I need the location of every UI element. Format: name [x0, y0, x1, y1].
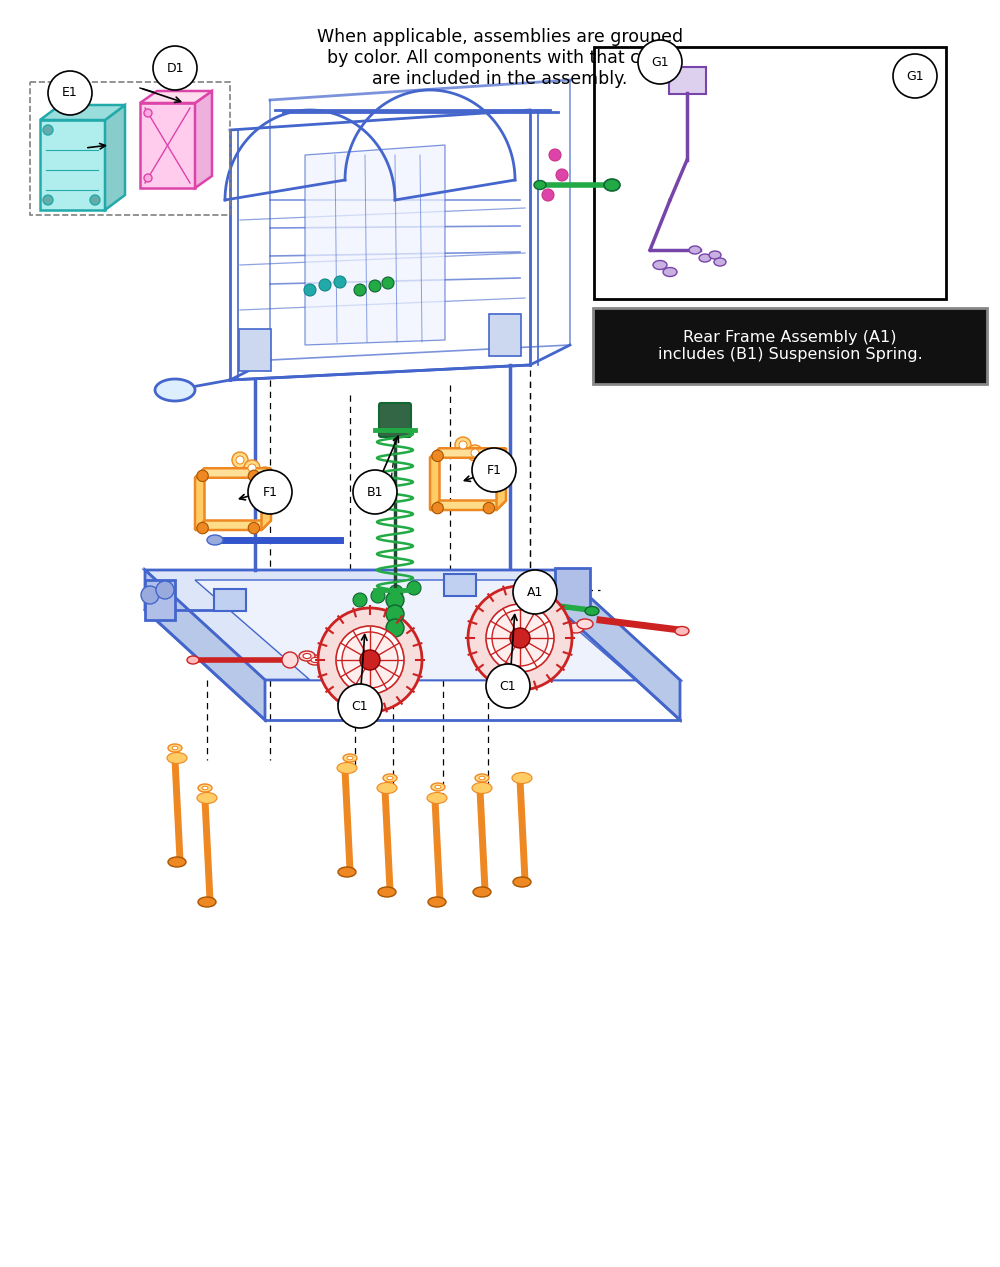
Polygon shape [145, 570, 680, 680]
Circle shape [248, 470, 292, 514]
Ellipse shape [689, 246, 701, 253]
Circle shape [510, 628, 530, 647]
Circle shape [459, 441, 467, 449]
Circle shape [638, 41, 682, 84]
Ellipse shape [512, 773, 532, 783]
Ellipse shape [472, 783, 492, 793]
Ellipse shape [303, 654, 311, 659]
Circle shape [479, 452, 495, 468]
Ellipse shape [311, 658, 319, 663]
Ellipse shape [172, 746, 178, 750]
Text: G1: G1 [651, 56, 669, 68]
Text: Rear Frame Assembly (A1)
includes (B1) Suspension Spring.: Rear Frame Assembly (A1) includes (B1) S… [658, 329, 922, 362]
Ellipse shape [699, 253, 711, 262]
FancyBboxPatch shape [239, 329, 271, 371]
FancyBboxPatch shape [444, 574, 476, 595]
Circle shape [248, 470, 260, 481]
Polygon shape [195, 580, 635, 680]
Polygon shape [195, 521, 271, 530]
Ellipse shape [167, 753, 187, 764]
Circle shape [542, 189, 554, 201]
Ellipse shape [187, 656, 199, 664]
Circle shape [353, 593, 367, 607]
Circle shape [354, 284, 366, 296]
Ellipse shape [534, 180, 546, 190]
Polygon shape [145, 570, 265, 720]
Polygon shape [430, 500, 506, 511]
Circle shape [483, 456, 491, 464]
Circle shape [90, 195, 100, 205]
Polygon shape [430, 449, 440, 511]
Circle shape [472, 449, 516, 492]
Circle shape [389, 585, 403, 599]
Ellipse shape [431, 783, 445, 791]
Ellipse shape [197, 792, 217, 803]
Circle shape [257, 468, 273, 483]
Polygon shape [40, 105, 125, 120]
FancyBboxPatch shape [593, 308, 987, 384]
Circle shape [144, 109, 152, 117]
Circle shape [141, 587, 159, 604]
Ellipse shape [168, 744, 182, 753]
Circle shape [513, 570, 557, 614]
Ellipse shape [337, 763, 357, 773]
Text: A1: A1 [527, 585, 543, 598]
Circle shape [369, 280, 381, 291]
Circle shape [483, 503, 495, 514]
Circle shape [236, 456, 244, 464]
Circle shape [371, 589, 385, 603]
Circle shape [48, 71, 92, 115]
Circle shape [197, 522, 208, 533]
Polygon shape [560, 570, 680, 720]
Text: When applicable, assemblies are grouped
by color. All components with that color: When applicable, assemblies are grouped … [317, 28, 683, 87]
Circle shape [248, 464, 256, 473]
Polygon shape [140, 91, 212, 103]
Polygon shape [140, 103, 195, 188]
Ellipse shape [714, 258, 726, 266]
Ellipse shape [202, 787, 208, 789]
Ellipse shape [653, 261, 667, 270]
Circle shape [43, 125, 53, 136]
Text: G1: G1 [906, 70, 924, 82]
Circle shape [492, 609, 548, 666]
Circle shape [319, 279, 331, 291]
Circle shape [455, 437, 471, 454]
Ellipse shape [427, 792, 447, 803]
Ellipse shape [428, 897, 446, 907]
FancyBboxPatch shape [379, 403, 411, 437]
Polygon shape [430, 449, 506, 457]
Ellipse shape [377, 783, 397, 793]
Circle shape [43, 195, 53, 205]
Circle shape [153, 46, 197, 90]
Circle shape [386, 590, 404, 609]
Ellipse shape [383, 774, 397, 782]
Ellipse shape [568, 623, 584, 634]
Circle shape [197, 470, 208, 481]
Circle shape [382, 277, 394, 289]
Circle shape [353, 470, 397, 514]
Ellipse shape [604, 179, 620, 191]
Text: F1: F1 [262, 485, 278, 498]
Ellipse shape [207, 535, 223, 545]
Circle shape [282, 653, 298, 668]
Circle shape [338, 684, 382, 729]
Ellipse shape [513, 877, 531, 887]
Ellipse shape [435, 786, 441, 789]
Text: B1: B1 [367, 485, 383, 498]
Ellipse shape [585, 607, 599, 616]
Circle shape [486, 664, 530, 708]
Circle shape [304, 284, 316, 296]
Text: C1: C1 [500, 679, 516, 693]
Text: F1: F1 [486, 464, 502, 476]
Circle shape [318, 608, 422, 712]
Ellipse shape [378, 887, 396, 897]
FancyBboxPatch shape [594, 47, 946, 299]
Ellipse shape [577, 620, 593, 628]
Circle shape [334, 276, 346, 288]
Circle shape [342, 632, 398, 688]
FancyBboxPatch shape [489, 314, 521, 356]
Ellipse shape [168, 856, 186, 867]
Ellipse shape [155, 379, 195, 400]
Circle shape [232, 452, 248, 468]
Polygon shape [305, 144, 445, 345]
